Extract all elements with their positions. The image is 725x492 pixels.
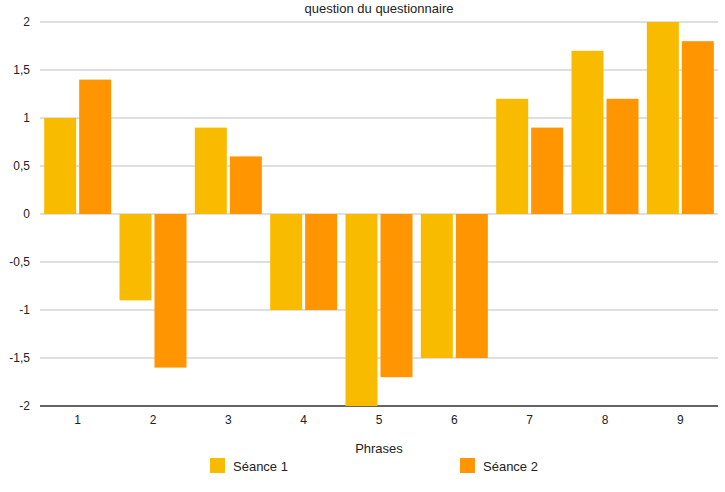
y-tick-label: 1: [23, 111, 30, 125]
x-tick-label: 7: [526, 413, 533, 427]
bar: [305, 214, 337, 310]
grid-line: [40, 405, 718, 406]
x-tick-label: 9: [677, 413, 684, 427]
bar: [496, 99, 528, 214]
bar: [230, 156, 262, 214]
x-tick-label: 5: [376, 413, 383, 427]
x-axis-line: [40, 405, 718, 406]
bar: [421, 214, 453, 358]
y-tick-label: 2: [23, 15, 30, 29]
grid-line: [40, 70, 718, 71]
y-tick-label: 1,5: [13, 63, 30, 77]
x-axis-label: Phrases: [355, 441, 403, 456]
x-tick-label: 2: [150, 413, 157, 427]
bars: [44, 22, 714, 406]
bar: [607, 99, 639, 214]
bar: [44, 118, 76, 214]
bar: [346, 214, 378, 406]
x-tick-label: 1: [74, 413, 81, 427]
x-tick-label: 6: [451, 413, 458, 427]
legend-label: Séance 2: [483, 459, 538, 474]
y-tick-label: -1: [19, 303, 30, 317]
bar: [270, 214, 302, 310]
legend-swatch: [210, 458, 225, 473]
legend-swatch: [460, 458, 475, 473]
x-tick-label: 3: [225, 413, 232, 427]
bar: [531, 128, 563, 214]
bar: [456, 214, 488, 358]
title: question du questionnaire: [305, 1, 454, 16]
bar: [381, 214, 413, 377]
x-tick-label: 8: [602, 413, 609, 427]
y-tick-label: -2: [19, 399, 30, 413]
y-tick-label: 0: [23, 207, 30, 221]
legend-label: Séance 1: [233, 459, 288, 474]
grid-line: [40, 358, 718, 359]
grid-line: [40, 22, 718, 23]
y-tick-label: -1,5: [9, 351, 30, 365]
bar: [572, 51, 604, 214]
x-tick-label: 4: [300, 413, 307, 427]
y-tick-label: 0,5: [13, 159, 30, 173]
chart: question du questionnaire -2 -1,5 -1 -0,5 0 0,…: [0, 0, 725, 492]
bar: [155, 214, 187, 368]
bar: [647, 22, 679, 214]
grid-line: [40, 310, 718, 311]
bar: [682, 41, 714, 214]
y-tick-label: -0,5: [9, 255, 30, 269]
bar: [79, 80, 111, 214]
bar: [195, 128, 227, 214]
bar: [120, 214, 152, 300]
